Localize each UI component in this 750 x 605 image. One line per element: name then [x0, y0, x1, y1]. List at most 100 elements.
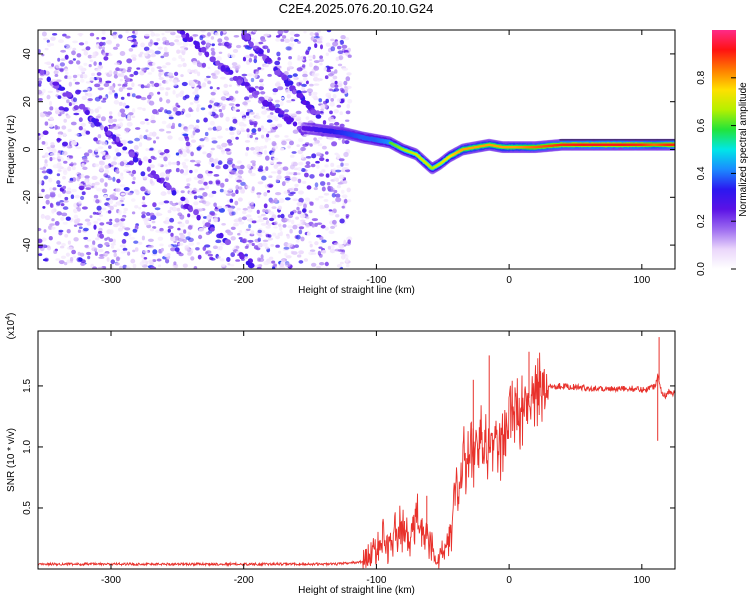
spectrogram-noise-cell [247, 73, 253, 77]
spectrogram-noise-cell [77, 229, 81, 233]
spectrogram-noise-cell [295, 238, 300, 243]
spectrogram-noise-cell [315, 265, 322, 269]
spectrogram-noise-cell [171, 202, 177, 207]
spectrogram-noise-cell [275, 99, 280, 103]
spectrogram-noise-cell [319, 62, 323, 66]
spectrogram-noise-cell [323, 67, 328, 71]
spectrogram-noise-cell [119, 122, 124, 128]
spectrogram-noise-cell [176, 49, 181, 54]
spectrogram-noise-cell [297, 178, 302, 184]
spectrogram-noise-cell [174, 71, 179, 76]
spectrogram-noise-cell [53, 70, 59, 75]
spectrogram-noise-cell [202, 82, 207, 88]
spectrogram-noise-cell [342, 180, 348, 184]
spectrogram-noise-cell [296, 201, 303, 207]
spectrogram-noise-cell [113, 223, 119, 228]
spectrogram-noise-cell [329, 110, 333, 115]
spectrogram-noise-cell [232, 106, 238, 111]
spectrogram-noise-cell [185, 141, 191, 147]
spectrogram-noise-cell [189, 159, 196, 163]
spectrogram-noise-cell [316, 222, 323, 225]
spectrogram-noise-cell [50, 144, 56, 149]
spectrogram-noise-cell [84, 218, 91, 222]
spectrogram-noise-cell [121, 149, 125, 154]
spectrogram-noise-cell [44, 257, 49, 262]
spectrogram-noise-cell [196, 242, 201, 245]
spectrogram-noise-cell [325, 173, 330, 178]
spectrogram-x-axis-label: Height of straight line (km) [298, 285, 415, 296]
spectrogram-noise-cell [48, 123, 54, 128]
spectrogram-noise-cell [338, 174, 345, 180]
spectrogram-noise-cell [347, 99, 353, 104]
spectrogram-noise-cell [99, 222, 105, 226]
spectrogram-noise-cell [238, 217, 243, 222]
spectrogram-noise-cell [270, 171, 277, 174]
spectrogram-track-cell [258, 48, 264, 55]
spectrogram-noise-cell [168, 169, 172, 173]
spectrogram-noise-cell [303, 258, 308, 262]
spectrogram-noise-cell [59, 245, 65, 249]
spectrogram-noise-cell [102, 151, 106, 156]
spectrogram-noise-cell [185, 219, 190, 224]
snr-y-tick-label: 1.0 [22, 440, 33, 454]
spectrogram-noise-cell [337, 83, 343, 88]
spectrogram-noise-cell [173, 83, 177, 87]
spectrogram-noise-cell [330, 79, 336, 84]
spectrogram-noise-cell [215, 165, 221, 170]
spectrogram-noise-cell [298, 190, 304, 195]
spectrogram-noise-cell [149, 147, 154, 151]
spectrogram-noise-cell [127, 66, 132, 70]
spectrogram-noise-cell [112, 34, 117, 39]
spectrogram-noise-cell [133, 189, 139, 192]
spectrogram-noise-cell [327, 245, 332, 250]
spectrogram-noise-cell [61, 150, 68, 156]
spectrogram-noise-cell [58, 106, 65, 111]
spectrogram-noise-cell [191, 83, 195, 87]
spectrogram-noise-cell [125, 77, 131, 82]
spectrogram-noise-cell [209, 120, 215, 126]
spectrogram-noise-cell [168, 75, 174, 79]
spectrogram-noise-cell [42, 88, 46, 93]
spectrogram-noise-cell [78, 257, 83, 262]
spectrogram-noise-cell [328, 230, 335, 235]
spectrogram-noise-cell [218, 51, 223, 54]
spectrogram-noise-cell [228, 187, 233, 192]
spectrogram-noise-cell [92, 266, 98, 269]
spectrogram-noise-cell [110, 259, 116, 265]
spectrogram-track-cell [274, 69, 281, 76]
spectrogram-noise-cell [92, 240, 96, 246]
spectrogram-noise-cell [83, 51, 89, 56]
spectrogram-noise-cell [54, 221, 60, 226]
spectrogram-noise-cell [279, 101, 284, 106]
spectrogram-noise-cell [196, 146, 201, 151]
spectrogram-noise-cell [206, 153, 212, 158]
spectrogram-noise-cell [139, 134, 143, 140]
spectrogram-noise-cell [248, 119, 252, 123]
spectrogram-noise-cell [110, 243, 116, 246]
spectrogram-noise-cell [259, 83, 265, 87]
spectrogram-noise-cell [308, 92, 312, 96]
spectrogram-noise-cell [273, 88, 279, 92]
spectrogram-noise-cell [264, 246, 270, 250]
spectrogram-noise-cell [83, 62, 88, 66]
spectrogram-noise-cell [46, 94, 51, 100]
spectrogram-noise-cell [128, 160, 135, 166]
spectrogram-noise-cell [262, 239, 269, 242]
spectrogram-noise-cell [118, 227, 123, 232]
spectrogram-noise-cell [149, 30, 153, 33]
spectrogram-noise-cell [62, 206, 69, 210]
snr-y-tick-label: 1.5 [22, 379, 33, 393]
spectrogram-noise-cell [53, 249, 58, 254]
spectrogram-noise-cell [240, 127, 245, 131]
spectrogram-noise-cell [263, 64, 269, 68]
spectrogram-noise-cell [302, 64, 306, 68]
spectrogram-noise-cell [176, 160, 181, 166]
spectrogram-track-cell [237, 79, 242, 86]
spectrogram-noise-cell [344, 163, 349, 166]
spectrogram-noise-cell [62, 141, 68, 147]
spectrogram-noise-cell [249, 53, 254, 57]
spectrogram-noise-cell [284, 175, 291, 179]
spectrogram-noise-cell [165, 99, 171, 104]
spectrogram-noise-cell [105, 175, 111, 179]
spectrogram-noise-cell [140, 42, 146, 48]
